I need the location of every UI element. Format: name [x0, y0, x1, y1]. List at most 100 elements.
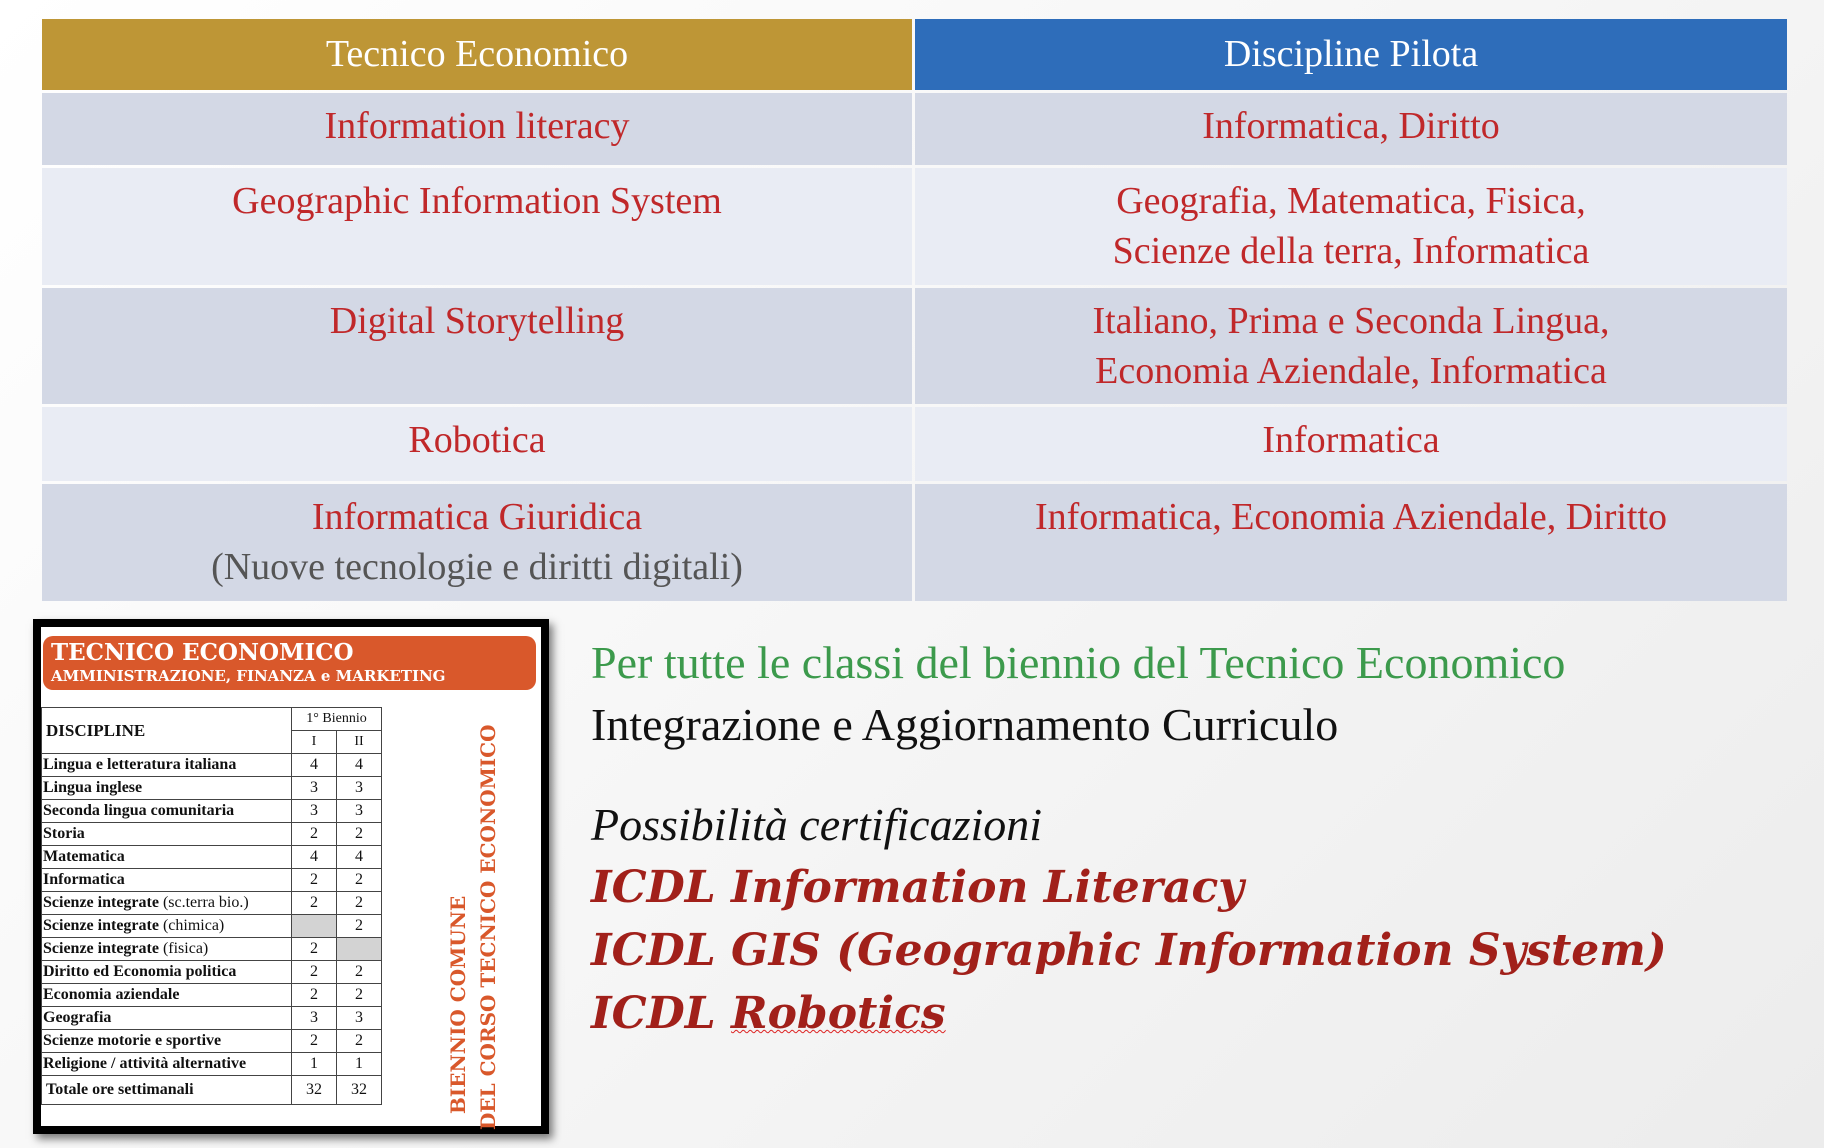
hours-row: Scienze integrate (chimica) 2 [41, 914, 382, 938]
subject-label: Seconda lingua comunitaria [43, 802, 235, 819]
subject-label: Scienze integrate [43, 894, 159, 911]
course-name: Digital Storytelling [329, 300, 625, 342]
hours-row: Matematica 4 4 [41, 845, 382, 869]
subject-name: Seconda lingua comunitaria [41, 799, 292, 823]
course-name: Information literacy [324, 105, 630, 147]
subject-note: (sc.terra bio.) [158, 894, 249, 911]
total-row: Totale ore settimanali 32 32 [41, 1075, 382, 1105]
subject-name: Scienze motorie e sportive [41, 1029, 292, 1053]
subject-name: Diritto ed Economia politica [41, 960, 292, 984]
year-ii-header: II [336, 730, 382, 754]
hours-year-1: 3 [291, 776, 337, 800]
header-discipline-pilota: Discipline Pilota [915, 19, 1787, 90]
hours-year-2: 2 [336, 960, 382, 984]
hours-row: Diritto ed Economia politica 2 2 [41, 960, 382, 984]
biennio-header: 1° Biennio [291, 707, 382, 731]
curriculum-image: TECNICO ECONOMICO AMMINISTRAZIONE, FINAN… [33, 619, 549, 1134]
cert-information-literacy: ICDL Information Literacy [591, 862, 1244, 913]
discipline-line: Italiano, Prima e Seconda Lingua, [1092, 300, 1610, 342]
hours-year-2: 2 [336, 1029, 382, 1053]
hours-year-2: 2 [336, 822, 382, 846]
hours-year-2 [336, 937, 382, 961]
hours-row: Storia 2 2 [41, 822, 382, 846]
hours-year-2: 3 [336, 1006, 382, 1030]
pilot-disciplines-table: Tecnico Economico Discipline Pilota Info… [42, 19, 1787, 604]
hours-header-row: DISCIPLINE 1° Biennio [41, 707, 382, 754]
total-year-1: 32 [291, 1075, 337, 1105]
subject-note: (chimica) [158, 917, 225, 934]
table-row: Geographic Information System Geografia, … [42, 168, 1787, 285]
cert-robotics-prefix: ICDL [591, 988, 732, 1039]
table-header: Tecnico Economico Discipline Pilota [42, 19, 1787, 90]
target-classes-text: Per tutte le classi del biennio del Tecn… [591, 637, 1566, 688]
curriculum-banner: TECNICO ECONOMICO AMMINISTRAZIONE, FINAN… [43, 636, 536, 690]
course-cell: Informatica Giuridica (Nuove tecnologie e… [42, 484, 912, 601]
subject-label: Geografia [43, 1009, 112, 1026]
subject-name: Religione / attività alternative [41, 1052, 292, 1076]
disciplines-cell: Informatica, Diritto [915, 93, 1787, 165]
vertical-label-1: BIENNIO COMUNE [446, 895, 470, 1114]
discipline-header: DISCIPLINE [41, 707, 292, 754]
banner-subtitle: AMMINISTRAZIONE, FINANZA e MARKETING [51, 667, 446, 685]
hours-table: DISCIPLINE 1° Biennio I II Lingua e lett… [41, 707, 382, 1105]
year-i-header: I [291, 730, 337, 754]
hours-year-2: 2 [336, 868, 382, 892]
subject-label: Scienze integrate [43, 940, 159, 957]
course-name: Geographic Information System [232, 180, 722, 222]
hours-row: Informatica 2 2 [41, 868, 382, 892]
discipline-line: Geografia, Matematica, Fisica, [1116, 180, 1586, 222]
discipline-line: Informatica [1262, 419, 1440, 461]
subject-label: Economia aziendale [43, 986, 180, 1003]
hours-year-1 [291, 914, 337, 938]
hours-year-2: 2 [336, 914, 382, 938]
total-label: Totale ore settimanali [41, 1075, 292, 1105]
subject-name: Scienze integrate (fisica) [41, 937, 292, 961]
hours-year-2: 1 [336, 1052, 382, 1076]
subject-label: Religione / attività alternative [43, 1055, 247, 1072]
disciplines-cell: Informatica [915, 407, 1787, 481]
total-year-2: 32 [336, 1075, 382, 1105]
disciplines-cell: Informatica, Economia Aziendale, Diritto [915, 484, 1787, 601]
cert-robotics-word: Robotics [731, 988, 946, 1039]
subject-name: Matematica [41, 845, 292, 869]
course-name: Informatica Giuridica [311, 496, 643, 538]
hours-row: Lingua inglese 3 3 [41, 776, 382, 800]
course-cell: Digital Storytelling [42, 288, 912, 404]
hours-year-2: 3 [336, 776, 382, 800]
hours-year-1: 2 [291, 937, 337, 961]
course-cell: Robotica [42, 407, 912, 481]
table-row: Robotica Informatica [42, 407, 1787, 481]
course-name: Robotica [408, 419, 546, 461]
curriculum-update-text: Integrazione e Aggiornamento Curriculo [591, 699, 1339, 750]
vertical-label-2: DEL CORSO TECNICO ECONOMICO [476, 724, 500, 1130]
hours-row: Scienze integrate (fisica) 2 [41, 937, 382, 961]
cert-robotics: ICDL Robotics [591, 988, 946, 1039]
hours-year-1: 3 [291, 1006, 337, 1030]
subject-name: Storia [41, 822, 292, 846]
table-row: Information literacy Informatica, Diritto [42, 93, 1787, 165]
subject-label: Diritto ed Economia politica [43, 963, 237, 980]
subject-name: Economia aziendale [41, 983, 292, 1007]
subject-label: Storia [43, 825, 85, 842]
disciplines-cell: Italiano, Prima e Seconda Lingua, Economi… [915, 288, 1787, 404]
table-row: Digital Storytelling Italiano, Prima e Se… [42, 288, 1787, 404]
hours-year-1: 4 [291, 845, 337, 869]
hours-row: Seconda lingua comunitaria 3 3 [41, 799, 382, 823]
hours-year-1: 2 [291, 960, 337, 984]
subject-name: Lingua inglese [41, 776, 292, 800]
hours-row: Scienze integrate (sc.terra bio.) 2 2 [41, 891, 382, 915]
discipline-line: Economia Aziendale, Informatica [1095, 350, 1607, 392]
hours-year-1: 3 [291, 799, 337, 823]
subject-label: Scienze integrate [43, 917, 159, 934]
hours-year-1: 2 [291, 983, 337, 1007]
hours-year-2: 4 [336, 753, 382, 777]
subject-note: (fisica) [158, 940, 209, 957]
hours-year-1: 4 [291, 753, 337, 777]
subject-name: Scienze integrate (chimica) [41, 914, 292, 938]
hours-row: Lingua e letteratura italiana 4 4 [41, 753, 382, 777]
hours-year-1: 2 [291, 868, 337, 892]
hours-year-1: 1 [291, 1052, 337, 1076]
subject-label: Scienze motorie e sportive [43, 1032, 222, 1049]
hours-year-1: 2 [291, 891, 337, 915]
hours-row: Economia aziendale 2 2 [41, 983, 382, 1007]
